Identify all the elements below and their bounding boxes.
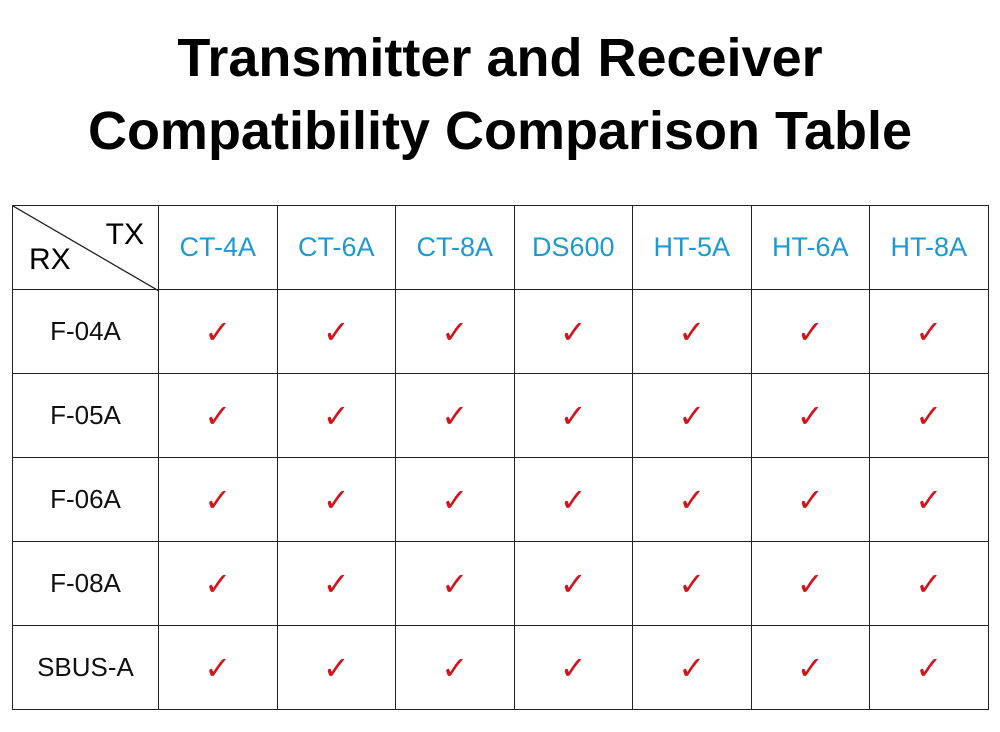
check-cell: ✓: [750, 457, 870, 542]
check-cell: ✓: [632, 289, 752, 374]
header-row: TX RX CT-4A CT-6A CT-8A DS600 HT-5A HT-6A HT-8A: [12, 205, 989, 291]
check-cell: ✓: [513, 289, 633, 374]
check-cell: ✓: [513, 541, 633, 626]
column-header: HT-5A: [632, 205, 752, 290]
row-label: SBUS-A: [12, 625, 159, 710]
check-cell: ✓: [158, 541, 278, 626]
row-label: F-05A: [12, 373, 159, 458]
check-cell: ✓: [869, 541, 989, 626]
column-header: HT-8A: [869, 205, 989, 290]
table-row: SBUS-A ✓ ✓ ✓ ✓ ✓ ✓ ✓: [12, 625, 989, 710]
check-cell: ✓: [276, 541, 396, 626]
compatibility-table: TX RX CT-4A CT-6A CT-8A DS600 HT-5A HT-6A HT-8A F…: [12, 205, 989, 710]
title-line: Transmitter and Receiver: [177, 28, 823, 88]
check-cell: ✓: [632, 541, 752, 626]
check-cell: ✓: [869, 625, 989, 710]
table-row: F-04A ✓ ✓ ✓ ✓ ✓ ✓ ✓: [12, 289, 989, 374]
column-header: CT-6A: [276, 205, 396, 290]
table-row: F-06A ✓ ✓ ✓ ✓ ✓ ✓ ✓: [12, 457, 989, 542]
check-cell: ✓: [395, 625, 515, 710]
check-cell: ✓: [158, 625, 278, 710]
check-cell: ✓: [158, 457, 278, 542]
row-label: F-06A: [12, 457, 159, 542]
check-cell: ✓: [158, 373, 278, 458]
check-cell: ✓: [276, 625, 396, 710]
check-cell: ✓: [276, 457, 396, 542]
corner-cell: TX RX: [12, 205, 159, 291]
diagonal: [13, 206, 159, 291]
check-cell: ✓: [632, 457, 752, 542]
check-cell: ✓: [276, 289, 396, 374]
check-cell: ✓: [750, 541, 870, 626]
check-cell: ✓: [750, 373, 870, 458]
check-cell: ✓: [750, 625, 870, 710]
column-header: CT-4A: [158, 205, 278, 290]
check-cell: ✓: [869, 457, 989, 542]
check-cell: ✓: [158, 289, 278, 374]
corner-rx: RX: [29, 243, 71, 276]
check-cell: ✓: [513, 373, 633, 458]
check-cell: ✓: [750, 289, 870, 374]
check-cell: ✓: [395, 457, 515, 542]
check-cell: ✓: [395, 541, 515, 626]
title: Transmitter and Receiver Compatibility C…: [0, 22, 1000, 168]
column-header: HT-6A: [750, 205, 870, 290]
check-cell: ✓: [869, 373, 989, 458]
check-cell: ✓: [513, 457, 633, 542]
check-cell: ✓: [513, 625, 633, 710]
title-line: Compatibility Comparison Table: [87, 101, 913, 161]
column-header: CT-8A: [395, 205, 515, 290]
row-label: F-08A: [12, 541, 159, 626]
check-cell: ✓: [395, 289, 515, 374]
row-label: F-04A: [12, 289, 159, 374]
check-cell: ✓: [632, 373, 752, 458]
table-row: F-05A ✓ ✓ ✓ ✓ ✓ ✓ ✓: [12, 373, 989, 458]
column-header: DS600: [513, 205, 633, 290]
check-cell: ✓: [869, 289, 989, 374]
table-row: F-08A ✓ ✓ ✓ ✓ ✓ ✓ ✓: [12, 541, 989, 626]
check-cell: ✓: [395, 373, 515, 458]
check-cell: ✓: [632, 625, 752, 710]
corner-tx: TX: [105, 218, 144, 251]
check-cell: ✓: [276, 373, 396, 458]
